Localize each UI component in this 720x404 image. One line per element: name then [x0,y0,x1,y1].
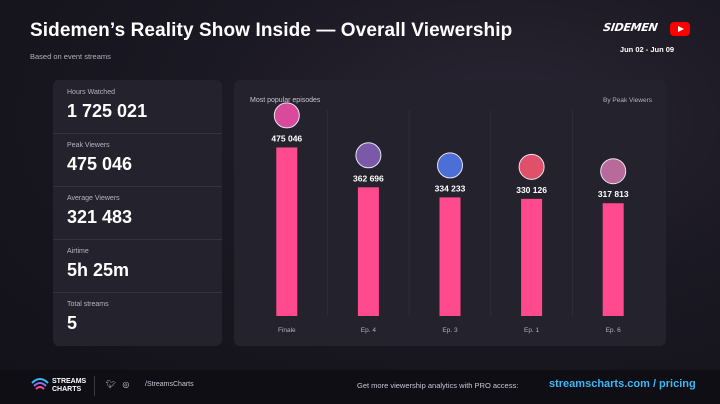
data-label: 317 813 [598,189,629,199]
stat-label: Airtime [67,248,89,255]
streamscharts-logo-icon [31,378,49,390]
stat-hours-watched: Hours Watched 1 725 021 [53,80,222,134]
stat-value: 1 725 021 [67,101,148,121]
data-label: 475 046 [271,133,302,143]
stat-label: Hours Watched [67,89,115,96]
episode-thumbnail-icon [355,142,382,169]
stat-value: 321 483 [67,207,133,227]
pricing-link[interactable]: streamscharts.com / pricing [549,378,696,390]
bar[interactable] [276,147,298,316]
episodes-chart-panel: Most popular episodes By Peak Viewers 47… [234,80,666,346]
stat-value: 5 [67,313,78,333]
chart-heading: Most popular episodes [250,97,321,104]
streamscharts-logo-text: STREAMS CHARTS [52,378,87,393]
youtube-icon [670,22,690,36]
stat-value: 5h 25m [67,260,130,280]
stat-airtime: Airtime 5h 25m [53,239,222,293]
twitter-icon[interactable]: 🐦︎ [106,380,117,389]
data-label: 362 696 [353,173,384,183]
date-range: Jun 02 - Jun 09 [619,45,675,54]
stat-total-streams: Total streams 5 [53,292,222,345]
page-subtitle: Based on event streams [30,52,111,61]
category-label: Finale [278,327,296,334]
bar[interactable] [602,203,624,316]
category-label: Ep. 1 [524,327,540,334]
bar-chart: 475 046 Finale 362 696 Ep. 4 334 233 Ep. 3 330… [271,102,629,334]
footer [0,370,720,404]
social-handle[interactable]: /StreamsCharts [145,381,194,388]
category-label: Ep. 6 [606,327,622,334]
footer-divider [94,376,95,396]
social-icons: 🐦︎ ◎ [106,380,129,389]
bar[interactable] [439,197,461,316]
promo-text: Get more viewership analytics with PRO a… [357,381,519,390]
category-label: Ep. 4 [361,327,377,334]
category-label: Ep. 3 [442,327,458,334]
data-label: 334 233 [435,183,466,193]
sort-label: By Peak Viewers [602,97,652,104]
instagram-icon[interactable]: ◎ [122,380,130,389]
bar[interactable] [357,187,379,316]
episode-thumbnail-icon [273,102,300,129]
stat-label: Average Viewers [67,195,120,202]
stat-average-viewers: Average Viewers 321 483 [53,186,222,240]
episode-thumbnail-icon [600,158,627,185]
episode-thumbnail-icon [518,153,545,180]
stat-label: Peak Viewers [67,142,110,149]
stat-peak-viewers: Peak Viewers 475 046 [53,133,222,187]
data-label: 330 126 [516,185,547,195]
bar[interactable] [521,198,543,316]
stat-value: 475 046 [67,154,133,174]
stats-panel: Hours Watched 1 725 021 Peak Viewers 475… [53,80,222,346]
stat-label: Total streams [67,301,109,308]
page-title: Sidemen’s Reality Show Inside — Overall … [30,20,513,41]
brand-logo: SIDEMEN [602,21,659,34]
episode-thumbnail-icon [437,152,463,179]
